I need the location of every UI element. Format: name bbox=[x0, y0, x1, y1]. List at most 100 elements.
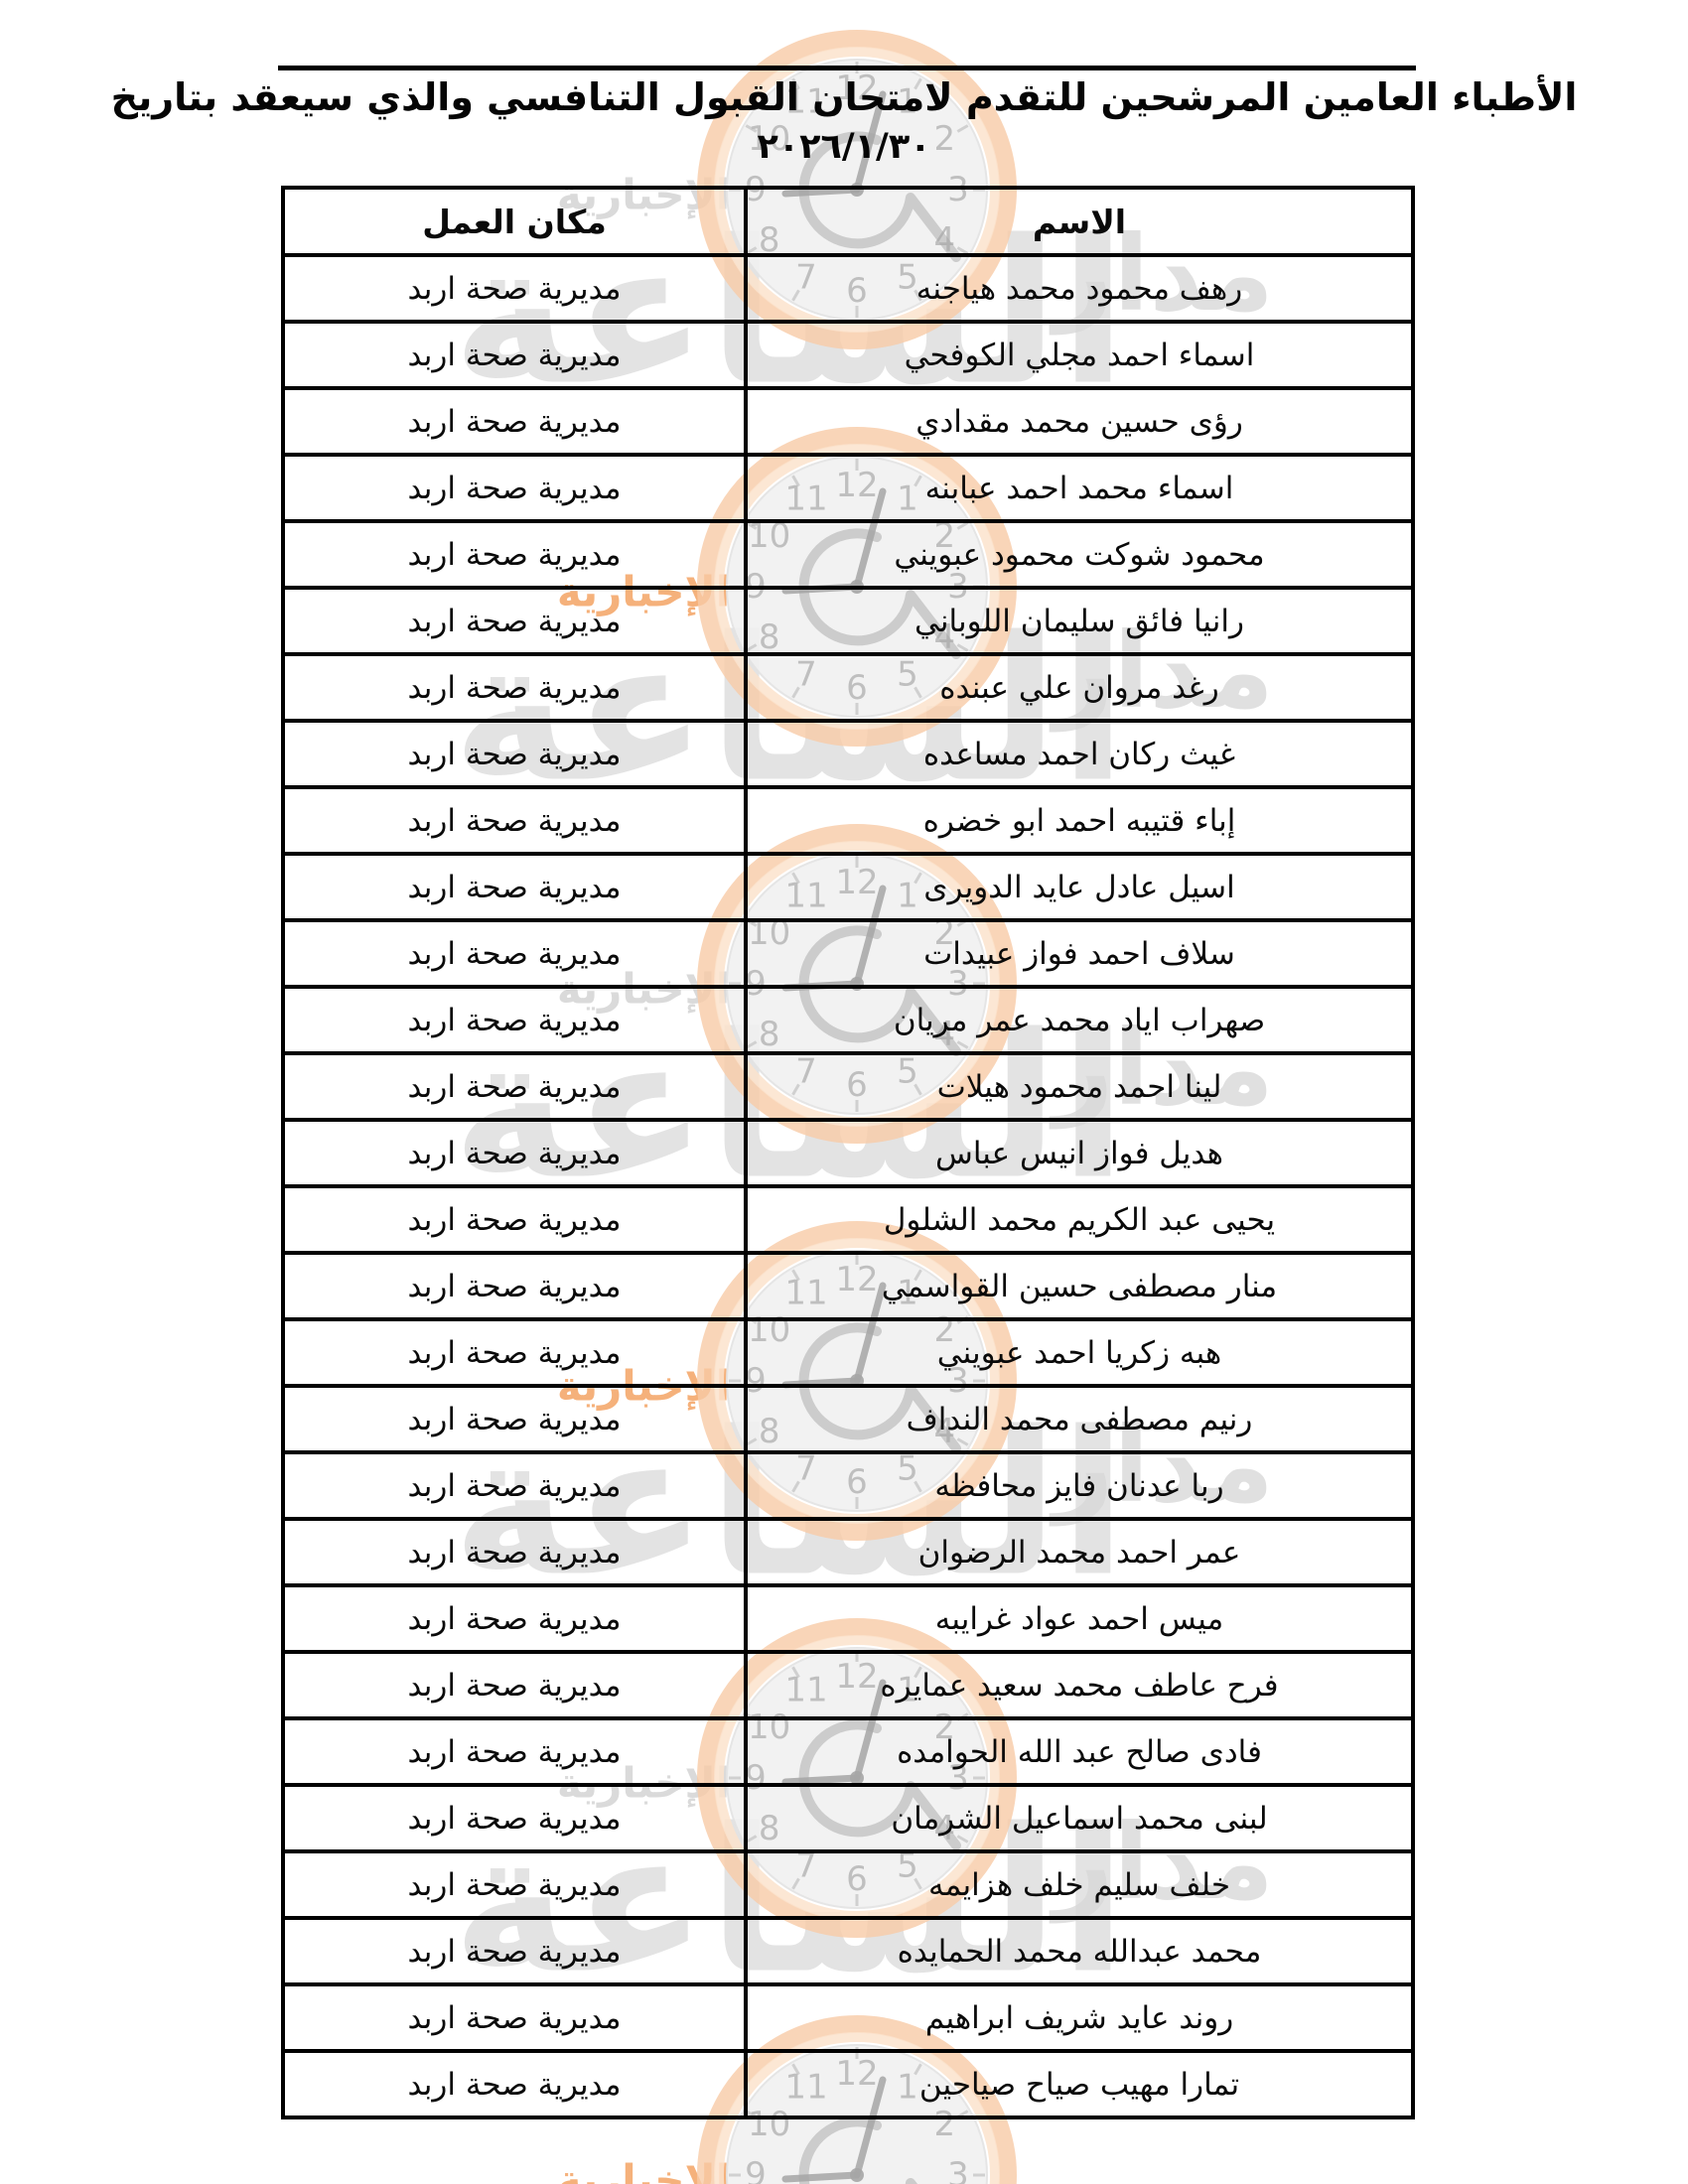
workplace-cell: مديرية صحة اربد bbox=[281, 1118, 748, 1188]
name-cell: اسماء احمد مجلي الكوفحي bbox=[744, 320, 1415, 390]
table-row: صهراب اياد محمد عمر مريان مديرية صحة اربد bbox=[281, 985, 1415, 1055]
table-row: لينا احمد محمود هيلات مديرية صحة اربد bbox=[281, 1051, 1415, 1122]
clock-numeral: 10 bbox=[748, 119, 790, 159]
document-title: الأطباء العامين المرشحين للتقدم لامتحان … bbox=[110, 75, 1578, 119]
workplace-cell: مديرية صحة اربد bbox=[281, 1517, 748, 1587]
table-body: رهف محمود محمد هياجنه مديرية صحة اربد اسما… bbox=[281, 253, 1415, 2119]
table-row: فرح عاطف محمد سعيد عمايره مديرية صحة اربد bbox=[281, 1650, 1415, 1720]
table-row: يحيى عبد الكريم محمد الشلول مديرية صحة ار… bbox=[281, 1184, 1415, 1255]
name-cell: رنيم مصطفى محمد النداف bbox=[744, 1384, 1415, 1454]
workplace-cell: مديرية صحة اربد bbox=[281, 1650, 748, 1720]
name-cell: روند عايد شريف ابراهيم bbox=[744, 1982, 1415, 2053]
table-row: خلف سليم خلف هزايمه مديرية صحة اربد bbox=[281, 1849, 1415, 1920]
name-cell: غيث ركان احمد مساعده bbox=[744, 719, 1415, 789]
table-row: روند عايد شريف ابراهيم مديرية صحة اربد bbox=[281, 1982, 1415, 2053]
name-cell: صهراب اياد محمد عمر مريان bbox=[744, 985, 1415, 1055]
name-cell: إباء قتيبه احمد ابو خضره bbox=[744, 785, 1415, 856]
minute-hand bbox=[853, 90, 887, 194]
column-header-workplace: مكان العمل bbox=[281, 186, 748, 257]
clock-numeral: 12 bbox=[835, 68, 878, 108]
workplace-cell: مديرية صحة اربد bbox=[281, 1450, 748, 1521]
workplace-cell: مديرية صحة اربد bbox=[281, 1317, 748, 1388]
name-cell: منار مصطفى حسين القواسمي bbox=[744, 1251, 1415, 1321]
table-row: سلاف احمد فواز عبيدات مديرية صحة اربد bbox=[281, 918, 1415, 989]
name-cell: يحيى عبد الكريم محمد الشلول bbox=[744, 1184, 1415, 1255]
table-row: اسماء محمد احمد عبابنه مديرية صحة اربد bbox=[281, 453, 1415, 523]
table-row: محمد عبدالله محمد الحمايده مديرية صحة ارب… bbox=[281, 1916, 1415, 1986]
table-row: رانيا فائق سليمان اللوباني مديرية صحة ارب… bbox=[281, 586, 1415, 656]
title-top-rule bbox=[278, 66, 1416, 70]
table-row: رنيم مصطفى محمد النداف مديرية صحة اربد bbox=[281, 1384, 1415, 1454]
name-cell: رؤى حسين محمد مقدادي bbox=[744, 386, 1415, 457]
clock-numeral: 11 bbox=[784, 82, 827, 122]
table-row: رغد مروان علي عبنده مديرية صحة اربد bbox=[281, 652, 1415, 723]
table-row: ربا عدنان فايز محافظه مديرية صحة اربد bbox=[281, 1450, 1415, 1521]
workplace-cell: مديرية صحة اربد bbox=[281, 1051, 748, 1122]
clock-numeral: 2 bbox=[934, 119, 956, 159]
table-row: محمود شوكت محمود عبويني مديرية صحة اربد bbox=[281, 519, 1415, 590]
workplace-cell: مديرية صحة اربد bbox=[281, 519, 748, 590]
name-cell: سلاف احمد فواز عبيدات bbox=[744, 918, 1415, 989]
table-row: إباء قتيبه احمد ابو خضره مديرية صحة اربد bbox=[281, 785, 1415, 856]
column-header-name: الاسم bbox=[744, 186, 1415, 257]
name-cell: هبه زكريا احمد عبويني bbox=[744, 1317, 1415, 1388]
workplace-cell: مديرية صحة اربد bbox=[281, 652, 748, 723]
workplace-cell: مديرية صحة اربد bbox=[281, 1849, 748, 1920]
hour-hand bbox=[781, 2171, 861, 2183]
name-cell: رهف محمود محمد هياجنه bbox=[744, 253, 1415, 324]
table-header-row: الاسم مكان العمل bbox=[281, 186, 1415, 257]
table-row: رهف محمود محمد هياجنه مديرية صحة اربد bbox=[281, 253, 1415, 324]
clock-numeral: 3 bbox=[947, 2155, 969, 2184]
table-row: اسماء احمد مجلي الكوفحي مديرية صحة اربد bbox=[281, 320, 1415, 390]
workplace-cell: مديرية صحة اربد bbox=[281, 985, 748, 1055]
table-row: ميس احمد عواد غرايبه مديرية صحة اربد bbox=[281, 1583, 1415, 1654]
workplace-cell: مديرية صحة اربد bbox=[281, 1916, 748, 1986]
name-cell: لينا احمد محمود هيلات bbox=[744, 1051, 1415, 1122]
workplace-cell: مديرية صحة اربد bbox=[281, 1583, 748, 1654]
table-row: هديل فواز انيس عباس مديرية صحة اربد bbox=[281, 1118, 1415, 1188]
workplace-cell: مديرية صحة اربد bbox=[281, 386, 748, 457]
name-cell: رغد مروان علي عبنده bbox=[744, 652, 1415, 723]
workplace-cell: مديرية صحة اربد bbox=[281, 1982, 748, 2053]
workplace-cell: مديرية صحة اربد bbox=[281, 253, 748, 324]
workplace-cell: مديرية صحة اربد bbox=[281, 719, 748, 789]
table-row: هبه زكريا احمد عبويني مديرية صحة اربد bbox=[281, 1317, 1415, 1388]
table-row: لبنى محمد اسماعيل الشرمان مديرية صحة اربد bbox=[281, 1783, 1415, 1853]
table-row: اسيل عادل عايد الدويرى مديرية صحة اربد bbox=[281, 852, 1415, 922]
workplace-cell: مديرية صحة اربد bbox=[281, 852, 748, 922]
clock-swirl bbox=[798, 2116, 918, 2184]
table-row: تمارا مهيب صياح صياحين مديرية صحة اربد bbox=[281, 2049, 1415, 2119]
name-cell: ميس احمد عواد غرايبه bbox=[744, 1583, 1415, 1654]
workplace-cell: مديرية صحة اربد bbox=[281, 453, 748, 523]
name-cell: ربا عدنان فايز محافظه bbox=[744, 1450, 1415, 1521]
workplace-cell: مديرية صحة اربد bbox=[281, 320, 748, 390]
name-cell: عمر احمد محمد الرضوان bbox=[744, 1517, 1415, 1587]
clock-numeral: 1 bbox=[897, 82, 918, 122]
name-cell: اسماء محمد احمد عبابنه bbox=[744, 453, 1415, 523]
name-cell: تمارا مهيب صياح صياحين bbox=[744, 2049, 1415, 2119]
name-cell: فرح عاطف محمد سعيد عمايره bbox=[744, 1650, 1415, 1720]
table-row: منار مصطفى حسين القواسمي مديرية صحة اربد bbox=[281, 1251, 1415, 1321]
candidates-table: الاسم مكان العمل رهف محمود محمد هياجنه مد… bbox=[281, 186, 1415, 2119]
table-row: فادى صالح عبد الله الحوامده مديرية صحة ار… bbox=[281, 1716, 1415, 1787]
name-cell: هديل فواز انيس عباس bbox=[744, 1118, 1415, 1188]
clock-numeral: 9 bbox=[745, 2155, 767, 2184]
workplace-cell: مديرية صحة اربد bbox=[281, 1716, 748, 1787]
workplace-cell: مديرية صحة اربد bbox=[281, 918, 748, 989]
name-cell: لبنى محمد اسماعيل الشرمان bbox=[744, 1783, 1415, 1853]
name-cell: اسيل عادل عايد الدويرى bbox=[744, 852, 1415, 922]
table-row: رؤى حسين محمد مقدادي مديرية صحة اربد bbox=[281, 386, 1415, 457]
workplace-cell: مديرية صحة اربد bbox=[281, 1251, 748, 1321]
name-cell: محمود شوكت محمود عبويني bbox=[744, 519, 1415, 590]
table-row: عمر احمد محمد الرضوان مديرية صحة اربد bbox=[281, 1517, 1415, 1587]
workplace-cell: مديرية صحة اربد bbox=[281, 1184, 748, 1255]
workplace-cell: مديرية صحة اربد bbox=[281, 586, 748, 656]
name-cell: محمد عبدالله محمد الحمايده bbox=[744, 1916, 1415, 1986]
name-cell: فادى صالح عبد الله الحوامده bbox=[744, 1716, 1415, 1787]
workplace-cell: مديرية صحة اربد bbox=[281, 1783, 748, 1853]
table-header: الاسم مكان العمل bbox=[281, 186, 1415, 257]
workplace-cell: مديرية صحة اربد bbox=[281, 785, 748, 856]
workplace-cell: مديرية صحة اربد bbox=[281, 2049, 748, 2119]
name-cell: خلف سليم خلف هزايمه bbox=[744, 1849, 1415, 1920]
